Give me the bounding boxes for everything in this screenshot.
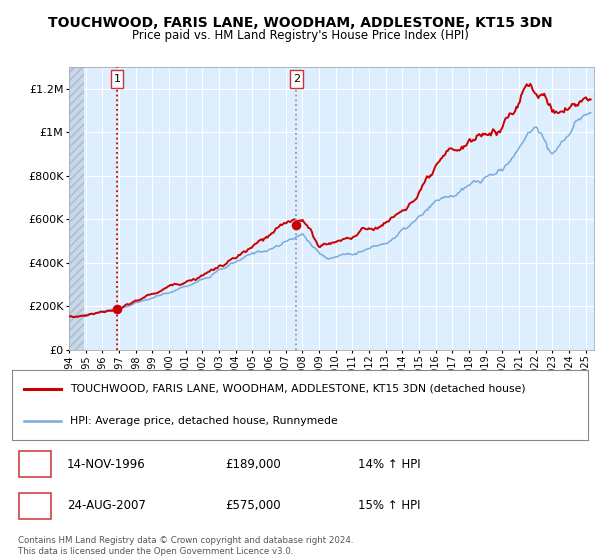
Text: 2: 2 xyxy=(31,500,38,512)
Text: 24-AUG-2007: 24-AUG-2007 xyxy=(67,500,146,512)
Text: TOUCHWOOD, FARIS LANE, WOODHAM, ADDLESTONE, KT15 3DN: TOUCHWOOD, FARIS LANE, WOODHAM, ADDLESTO… xyxy=(47,16,553,30)
Text: Price paid vs. HM Land Registry's House Price Index (HPI): Price paid vs. HM Land Registry's House … xyxy=(131,29,469,42)
Text: HPI: Average price, detached house, Runnymede: HPI: Average price, detached house, Runn… xyxy=(70,416,337,426)
Text: TOUCHWOOD, FARIS LANE, WOODHAM, ADDLESTONE, KT15 3DN (detached house): TOUCHWOOD, FARIS LANE, WOODHAM, ADDLESTO… xyxy=(70,384,525,394)
FancyBboxPatch shape xyxy=(110,70,123,88)
Text: 14-NOV-1996: 14-NOV-1996 xyxy=(67,458,145,471)
Point xyxy=(292,221,301,230)
Point xyxy=(112,305,122,314)
Text: £575,000: £575,000 xyxy=(225,500,281,512)
FancyBboxPatch shape xyxy=(290,70,302,88)
Text: 1: 1 xyxy=(113,74,121,84)
FancyBboxPatch shape xyxy=(19,493,50,519)
Text: £189,000: £189,000 xyxy=(225,458,281,471)
Text: 14% ↑ HPI: 14% ↑ HPI xyxy=(358,458,420,471)
Bar xyxy=(69,67,84,350)
Text: 15% ↑ HPI: 15% ↑ HPI xyxy=(358,500,420,512)
Text: 2: 2 xyxy=(293,74,300,84)
FancyBboxPatch shape xyxy=(19,451,50,477)
Text: 1: 1 xyxy=(31,458,38,471)
Text: Contains HM Land Registry data © Crown copyright and database right 2024.
This d: Contains HM Land Registry data © Crown c… xyxy=(18,536,353,556)
